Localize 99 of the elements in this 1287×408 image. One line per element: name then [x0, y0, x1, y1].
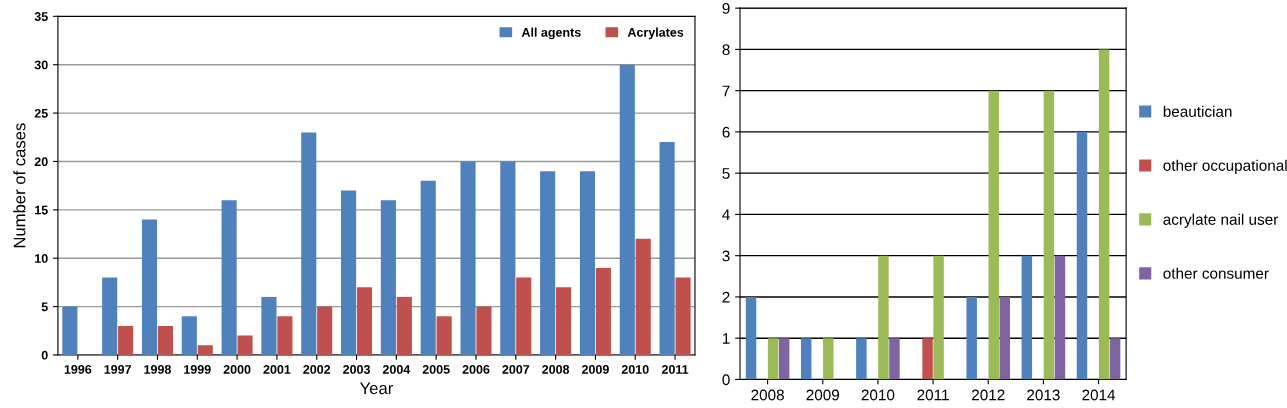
- y-tick-label: 20: [34, 157, 48, 167]
- bar: [1076, 131, 1088, 380]
- y-tick-label: 15: [35, 205, 48, 215]
- bar: [540, 171, 556, 355]
- bar: [1021, 255, 1033, 380]
- y-tick-label: 7: [722, 85, 730, 97]
- bar: [922, 338, 933, 380]
- bar: [516, 277, 532, 355]
- bar: [301, 132, 317, 355]
- x-tick-label: 2014: [1082, 389, 1116, 401]
- x-tick-label: 2010: [621, 365, 649, 374]
- x-tick-label: 1999: [184, 365, 211, 374]
- bar: [579, 171, 596, 355]
- y-tick-label: 10: [35, 254, 48, 263]
- bar: [966, 296, 977, 380]
- bar: [878, 255, 889, 380]
- bar: [745, 296, 757, 380]
- legend-label: other occupational: [1163, 159, 1287, 174]
- legend-label: beautician: [1163, 105, 1232, 117]
- y-tick-label: 0: [722, 374, 730, 386]
- bar: [420, 180, 436, 355]
- y-tick-label: 1: [722, 333, 730, 344]
- x-tick-label: 1997: [104, 365, 131, 374]
- bar: [476, 306, 492, 355]
- bar: [767, 338, 779, 380]
- bar: [1054, 255, 1066, 380]
- bar: [933, 255, 944, 380]
- bar: [197, 345, 213, 355]
- bar: [1043, 90, 1055, 380]
- y-tick-label: 25: [34, 108, 48, 118]
- bar: [823, 338, 834, 380]
- x-tick-label: 2011: [917, 389, 949, 401]
- x-tick-label: 2008: [751, 389, 784, 401]
- y-tick-label: 6: [722, 126, 730, 138]
- bar: [635, 238, 651, 355]
- bar: [675, 277, 691, 355]
- bar: [800, 338, 812, 380]
- bar: [595, 267, 611, 355]
- bar: [237, 335, 253, 355]
- bar: [277, 316, 293, 355]
- y-tick-label: 5: [41, 302, 48, 312]
- x-tick-label: 2001: [263, 365, 291, 374]
- bar: [436, 316, 452, 355]
- x-tick-label: 1998: [144, 365, 171, 374]
- y-tick-label: 9: [722, 3, 730, 14]
- y-tick-label: 0: [41, 350, 48, 360]
- legend-label: acrylate nail user: [1163, 213, 1279, 228]
- bar: [141, 219, 158, 355]
- y-tick-label: 8: [722, 44, 730, 56]
- y-tick-label: 2: [722, 291, 730, 303]
- bar: [856, 338, 867, 380]
- bar: [889, 338, 900, 380]
- bar: [988, 90, 999, 380]
- x-tick-label: 2000: [223, 365, 251, 374]
- bar: [1098, 49, 1110, 380]
- x-tick-label: 2002: [303, 365, 331, 374]
- y-tick-label: 35: [34, 12, 48, 21]
- x-tick-label: 2004: [382, 365, 411, 374]
- x-tick-label: 2003: [343, 365, 370, 374]
- bar: [778, 338, 790, 380]
- x-tick-label: 1996: [64, 365, 92, 374]
- x-tick-label: 2013: [1027, 389, 1060, 401]
- bar: [62, 306, 78, 355]
- bar: [102, 277, 118, 355]
- legend-label: Acrylates: [627, 27, 684, 40]
- x-tick-label: 2006: [462, 365, 490, 374]
- bar: [157, 325, 173, 355]
- bar: [556, 287, 572, 355]
- bar: [181, 316, 197, 355]
- y-tick-label: 30: [34, 60, 48, 70]
- bar: [356, 287, 373, 355]
- bar: [500, 161, 516, 355]
- bar: [341, 190, 357, 355]
- bar: [999, 296, 1011, 380]
- x-tick-label: 2005: [422, 365, 450, 374]
- bar: [460, 161, 476, 355]
- x-tick-label: 2012: [972, 389, 1005, 401]
- x-axis-title: Year: [359, 382, 394, 395]
- bar: [1109, 338, 1121, 380]
- x-tick-label: 2009: [806, 389, 840, 401]
- bar: [221, 200, 237, 355]
- bar: [118, 325, 134, 355]
- y-tick-label: 4: [722, 209, 730, 220]
- bar: [619, 64, 635, 355]
- x-tick-label: 2011: [661, 365, 689, 374]
- bar: [396, 296, 412, 355]
- bar: [317, 306, 333, 355]
- y-axis-title: Number of cases: [13, 123, 26, 248]
- bar: [659, 142, 675, 355]
- bar: [261, 296, 277, 355]
- x-tick-label: 2008: [542, 365, 570, 374]
- bar: [380, 200, 396, 355]
- x-tick-label: 2010: [861, 389, 895, 401]
- legend-label: other consumer: [1163, 267, 1269, 279]
- y-tick-label: 3: [722, 250, 730, 262]
- y-tick-label: 5: [722, 168, 730, 179]
- x-tick-label: 2007: [502, 365, 530, 374]
- legend-label: All agents: [521, 27, 581, 40]
- x-tick-label: 2009: [581, 365, 609, 374]
